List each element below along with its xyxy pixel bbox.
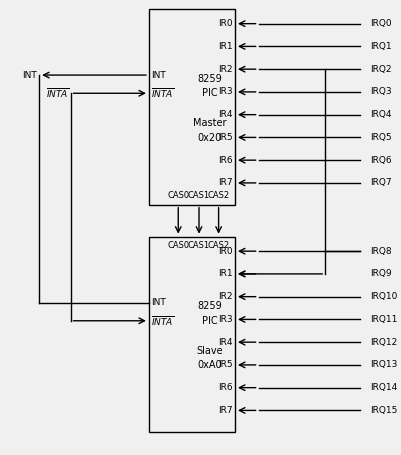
Text: IRQ5: IRQ5 xyxy=(369,133,391,142)
Text: IRQ8: IRQ8 xyxy=(369,247,391,256)
Text: IR3: IR3 xyxy=(218,87,233,96)
Text: IRQ11: IRQ11 xyxy=(369,315,397,324)
Text: IRQ2: IRQ2 xyxy=(369,65,391,74)
Text: $\overline{INTA}$: $\overline{INTA}$ xyxy=(150,86,174,100)
Text: CAS0: CAS0 xyxy=(167,241,189,250)
Text: IRQ15: IRQ15 xyxy=(369,406,397,415)
Text: IRQ6: IRQ6 xyxy=(369,156,391,165)
Text: CAS2: CAS2 xyxy=(207,191,229,200)
Text: IRQ9: IRQ9 xyxy=(369,269,391,278)
Text: IR0: IR0 xyxy=(218,247,233,256)
Text: CAS0: CAS0 xyxy=(167,191,189,200)
Text: CAS1: CAS1 xyxy=(188,191,210,200)
Text: INT: INT xyxy=(150,298,165,307)
Text: IRQ7: IRQ7 xyxy=(369,178,391,187)
Text: IR6: IR6 xyxy=(218,156,233,165)
Text: IR2: IR2 xyxy=(218,292,233,301)
Text: IRQ10: IRQ10 xyxy=(369,292,397,301)
Text: $\overline{INTA}$: $\overline{INTA}$ xyxy=(150,314,174,328)
Text: IR1: IR1 xyxy=(218,42,233,51)
Text: IR1: IR1 xyxy=(218,269,233,278)
Text: IR5: IR5 xyxy=(218,133,233,142)
Text: 8259
PIC

Master
0x20: 8259 PIC Master 0x20 xyxy=(192,74,226,143)
Text: INT: INT xyxy=(22,71,37,80)
Text: IR5: IR5 xyxy=(218,360,233,369)
Text: CAS1: CAS1 xyxy=(188,241,210,250)
Text: IRQ4: IRQ4 xyxy=(369,110,391,119)
Text: IRQ12: IRQ12 xyxy=(369,338,397,347)
Text: CAS2: CAS2 xyxy=(207,241,229,250)
Text: IR6: IR6 xyxy=(218,383,233,392)
Text: IR2: IR2 xyxy=(218,65,233,74)
Text: IRQ0: IRQ0 xyxy=(369,19,391,28)
Text: IRQ3: IRQ3 xyxy=(369,87,391,96)
Text: IRQ1: IRQ1 xyxy=(369,42,391,51)
Text: IR7: IR7 xyxy=(218,178,233,187)
Text: IR7: IR7 xyxy=(218,406,233,415)
Text: IR4: IR4 xyxy=(218,338,233,347)
Text: IR4: IR4 xyxy=(218,110,233,119)
Text: INT: INT xyxy=(150,71,165,80)
Text: 8259
PIC

Slave
0xA0: 8259 PIC Slave 0xA0 xyxy=(196,301,222,370)
Text: IRQ13: IRQ13 xyxy=(369,360,397,369)
Bar xyxy=(148,9,235,205)
Bar xyxy=(148,237,235,432)
Text: IR3: IR3 xyxy=(218,315,233,324)
Text: $\overline{INTA}$: $\overline{INTA}$ xyxy=(45,86,69,100)
Text: IR0: IR0 xyxy=(218,19,233,28)
Text: IRQ14: IRQ14 xyxy=(369,383,397,392)
